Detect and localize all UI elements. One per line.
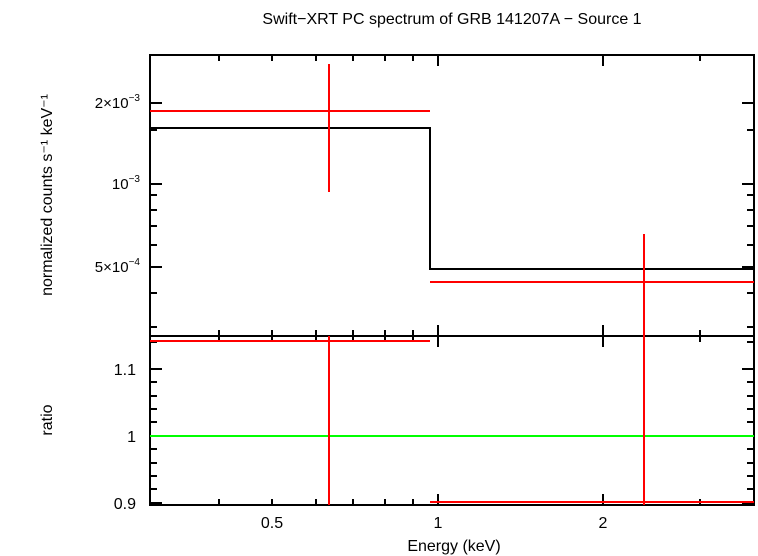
x-axis-label: Energy (keV) <box>407 538 500 555</box>
ytick-label-1: 1 <box>127 429 136 446</box>
ratio-data-points <box>150 336 754 505</box>
xtick-label-1: 1 <box>434 515 443 532</box>
ytick-label-5e-4: 5×10−4 <box>95 257 141 276</box>
spectrum-data-points <box>150 64 754 336</box>
model-step-line <box>150 127 754 270</box>
x-ticks <box>218 55 701 505</box>
chart-title: Swift−XRT PC spectrum of GRB 141207A − S… <box>262 11 641 28</box>
xtick-label-2: 2 <box>599 515 608 532</box>
ytick-label-0.9: 0.9 <box>114 496 136 513</box>
ytick-label-1.1: 1.1 <box>114 362 136 379</box>
bottom-y-axis-label: ratio <box>39 404 56 435</box>
xtick-label-0.5: 0.5 <box>261 515 283 532</box>
top-y-axis-label: normalized counts s⁻¹ keV⁻¹ <box>39 94 56 296</box>
bottom-panel-frame <box>149 335 755 506</box>
top-panel-frame <box>149 54 755 337</box>
top-y-ticks <box>150 102 754 328</box>
ytick-label-1e-3: 10−3 <box>112 174 141 193</box>
ytick-label-2e-3: 2×10−3 <box>95 93 141 112</box>
bottom-y-ticks <box>150 341 754 504</box>
